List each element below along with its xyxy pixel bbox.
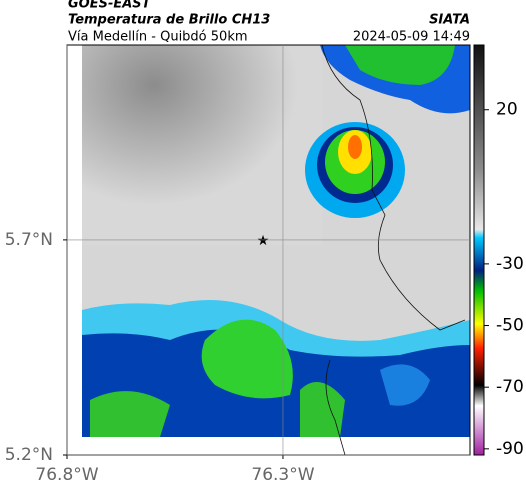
subtitle: Temperatura de Brillo CH13 xyxy=(68,13,270,28)
colorbar-tick-label: 20 xyxy=(496,100,518,120)
colorbar-tick-label: -90 xyxy=(496,439,524,459)
title: GOES-EAST xyxy=(68,0,152,12)
x-tick-label: 76.3°W xyxy=(251,465,314,485)
colorbar xyxy=(473,44,485,456)
colorbar-tick-label: -50 xyxy=(496,316,524,336)
colorbar-tick-label: -30 xyxy=(496,254,524,274)
satellite-image xyxy=(82,44,470,456)
colorbar-tick-label: -70 xyxy=(496,377,524,397)
y-tick-label: 5.2°N xyxy=(5,445,53,465)
y-tick-label: 5.7°N xyxy=(5,230,53,250)
marker: ★ xyxy=(257,233,270,249)
axes: 76.8°W 76.3°W 5.7°N 5.2°N 20 -30 -50 -70 -90 xyxy=(5,45,524,485)
source: SIATA xyxy=(429,13,470,28)
location: Vía Medellín - Quibdó 50km xyxy=(68,30,248,45)
datetime: 2024-05-09 14:49 xyxy=(353,30,470,45)
x-tick-label: 76.8°W xyxy=(35,465,98,485)
